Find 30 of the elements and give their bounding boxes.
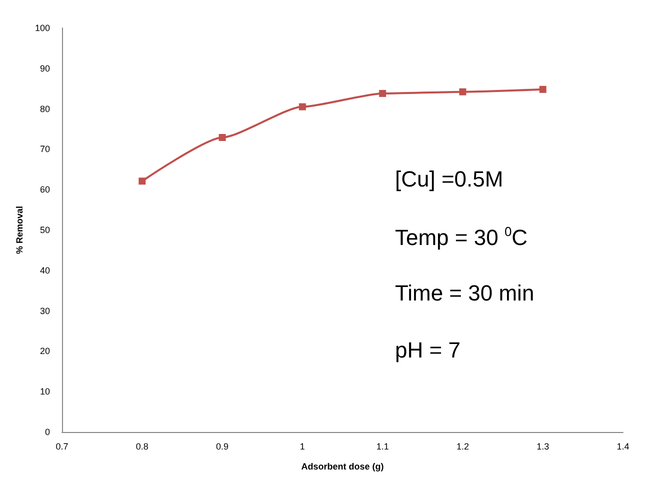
annotation: [Cu] =0.5M <box>395 166 504 192</box>
y-tick-label: 0 <box>44 427 50 437</box>
y-tick-label: 10 <box>40 386 50 397</box>
y-tick-label: 40 <box>40 265 50 276</box>
point <box>218 134 226 141</box>
x-tick-label: 1 <box>300 442 305 452</box>
point <box>379 90 386 97</box>
x-tick-label: 1.3 <box>536 442 550 452</box>
point <box>539 86 546 93</box>
y-tick-label: 50 <box>40 225 50 235</box>
point <box>138 178 146 185</box>
y-tick-label: 100 <box>34 23 50 33</box>
y-tick-label: 90 <box>40 63 50 74</box>
x-tick-label: 1.1 <box>376 442 389 452</box>
y-tick-label: 60 <box>40 184 50 195</box>
y-tick-label: 80 <box>40 104 50 114</box>
y-tick-label: 70 <box>40 144 50 154</box>
y-tick-label: 20 <box>40 346 50 356</box>
x-tick-label: 0.7 <box>56 442 68 452</box>
x-tick-label: 0.8 <box>136 442 148 452</box>
annotation: pH = 7 <box>395 338 460 362</box>
point <box>459 88 466 96</box>
x-tick-label: 0.9 <box>216 442 229 452</box>
y-tick-label: 30 <box>40 306 50 316</box>
y-axis-title: % Removal <box>14 206 25 254</box>
point <box>298 103 306 110</box>
x-tick-label: 1.2 <box>456 442 469 452</box>
x-tick-label: 1.4 <box>616 442 630 452</box>
annotation: Time = 30 min <box>395 280 534 306</box>
x-axis-title: Adsorbent dose (g) <box>301 462 384 472</box>
